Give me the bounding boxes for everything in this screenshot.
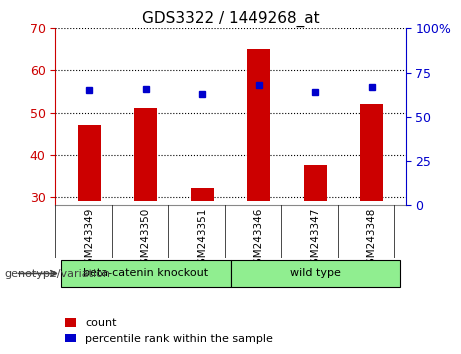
Bar — [191, 188, 213, 201]
Bar — [135, 108, 157, 201]
Text: GSM243349: GSM243349 — [84, 208, 94, 272]
Bar — [304, 165, 326, 201]
Text: wild type: wild type — [290, 268, 341, 279]
Text: GSM243346: GSM243346 — [254, 208, 264, 272]
Text: GSM243350: GSM243350 — [141, 208, 151, 271]
FancyBboxPatch shape — [230, 260, 400, 287]
Text: GSM243351: GSM243351 — [197, 208, 207, 272]
Bar — [248, 50, 270, 201]
Text: beta-catenin knockout: beta-catenin knockout — [83, 268, 208, 279]
Bar — [361, 104, 383, 201]
Text: genotype/variation: genotype/variation — [5, 269, 111, 279]
Title: GDS3322 / 1449268_at: GDS3322 / 1449268_at — [142, 11, 319, 27]
Text: GSM243347: GSM243347 — [310, 208, 320, 272]
Bar — [78, 125, 100, 201]
Text: GSM243348: GSM243348 — [367, 208, 377, 272]
FancyBboxPatch shape — [61, 260, 230, 287]
Legend: count, percentile rank within the sample: count, percentile rank within the sample — [61, 314, 278, 348]
